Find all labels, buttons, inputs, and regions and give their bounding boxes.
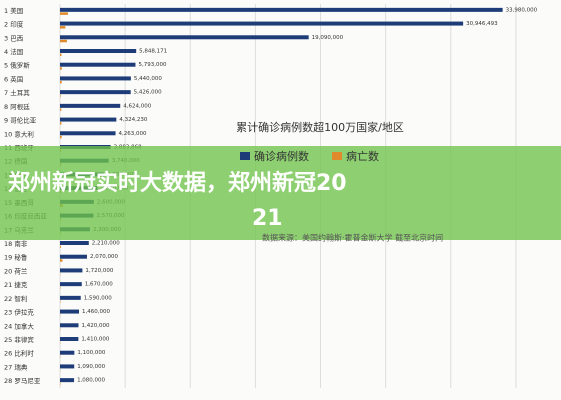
data-label: 2,210,000 [92, 241, 120, 247]
bar [60, 94, 61, 98]
data-label: 5,793,000 [138, 62, 166, 68]
y-tick-label: 18 南非 [4, 239, 28, 248]
data-label: 33,980,000 [506, 7, 538, 13]
data-label: 19,090,000 [312, 35, 344, 41]
bar [60, 53, 62, 56]
source: 数据来源：美国约翰斯·霍普金斯大学 截至北京时间 [262, 233, 443, 243]
bar [60, 90, 131, 95]
chart-title: 累计确诊病例数超100万国家/地区 [236, 120, 404, 134]
data-label: 1,100,000 [77, 350, 105, 356]
y-tick-label: 3 巴西 [4, 34, 24, 42]
bar [60, 323, 79, 328]
legend-label: 确诊病例数 [254, 149, 309, 163]
banner [0, 146, 561, 240]
bar [60, 350, 75, 355]
bar [60, 245, 61, 248]
legend-swatch [332, 152, 342, 160]
y-tick-label: 2 印度 [4, 20, 24, 29]
data-label: 5,440,000 [134, 76, 162, 82]
y-tick-label: 27 瑞典 [4, 362, 28, 371]
data-label: 1,670,000 [85, 282, 113, 288]
bar [60, 103, 121, 108]
bar [60, 131, 116, 136]
bar [60, 12, 68, 15]
y-tick-label: 4 法国 [4, 47, 23, 56]
y-tick-label: 20 荷兰 [4, 266, 28, 275]
data-label: 1,090,000 [77, 364, 105, 370]
y-tick-label: 7 土耳其 [4, 88, 30, 97]
y-tick-label: 21 捷克 [4, 280, 28, 289]
data-label: 2,070,000 [90, 254, 118, 260]
bar [60, 309, 80, 314]
bar [60, 21, 464, 26]
data-label: 4,263,000 [119, 131, 147, 137]
bar [60, 378, 75, 383]
y-tick-label: 9 哥伦比亚 [4, 116, 37, 125]
y-tick-label: 19 秘鲁 [4, 253, 27, 262]
bar [60, 67, 62, 70]
bar [60, 259, 63, 262]
bar [60, 135, 62, 139]
y-tick-label: 24 加拿大 [4, 321, 34, 330]
bar [60, 49, 137, 53]
data-label: 4,624,000 [123, 103, 151, 109]
legend: 确诊病例数 病亡数 [240, 149, 379, 163]
bar [60, 241, 89, 245]
bar [60, 295, 81, 300]
y-tick-label: 5 俄罗斯 [4, 61, 30, 70]
data-label: 1,720,000 [85, 268, 113, 274]
overlay-title: 郑州新冠实时大数据，郑州新冠20 [8, 170, 347, 196]
bar [60, 254, 87, 259]
bar [60, 117, 117, 122]
y-tick-label: 22 智利 [4, 294, 27, 303]
bar [60, 26, 66, 29]
bar [60, 76, 131, 81]
legend-swatch [240, 152, 250, 160]
bar [60, 108, 62, 111]
bar [60, 80, 62, 84]
bar [60, 268, 83, 273]
bar [60, 62, 136, 67]
y-tick-label: 25 菲律宾 [4, 335, 34, 344]
data-label: 4,324,230 [119, 117, 147, 123]
bar [60, 39, 67, 43]
data-label: 1,410,000 [81, 337, 109, 343]
data-label: 1,590,000 [84, 295, 112, 301]
data-label: 1,420,000 [81, 323, 109, 329]
y-tick-label: 26 比利时 [4, 349, 34, 358]
bar [60, 282, 82, 287]
legend-label: 病亡数 [346, 149, 379, 163]
overlay-title: 21 [252, 206, 283, 231]
bar [60, 337, 79, 341]
data-label: 1,460,000 [82, 309, 110, 315]
bar [60, 7, 503, 12]
bar [60, 122, 62, 125]
bar [60, 364, 75, 369]
y-tick-label: 23 伊拉克 [4, 308, 34, 317]
bar [60, 35, 309, 40]
y-tick-label: 1 美国 [4, 6, 23, 15]
data-label: 5,426,000 [134, 90, 162, 96]
y-tick-label: 28 罗马尼亚 [4, 377, 41, 385]
y-tick-label: 8 阿根廷 [4, 102, 30, 111]
data-label: 30,946,493 [466, 21, 498, 27]
y-tick-label: 10 意大利 [4, 129, 34, 138]
data-label: 1,080,000 [77, 378, 105, 384]
y-tick-label: 6 英国 [4, 74, 23, 83]
data-label: 5,848,171 [139, 49, 167, 55]
